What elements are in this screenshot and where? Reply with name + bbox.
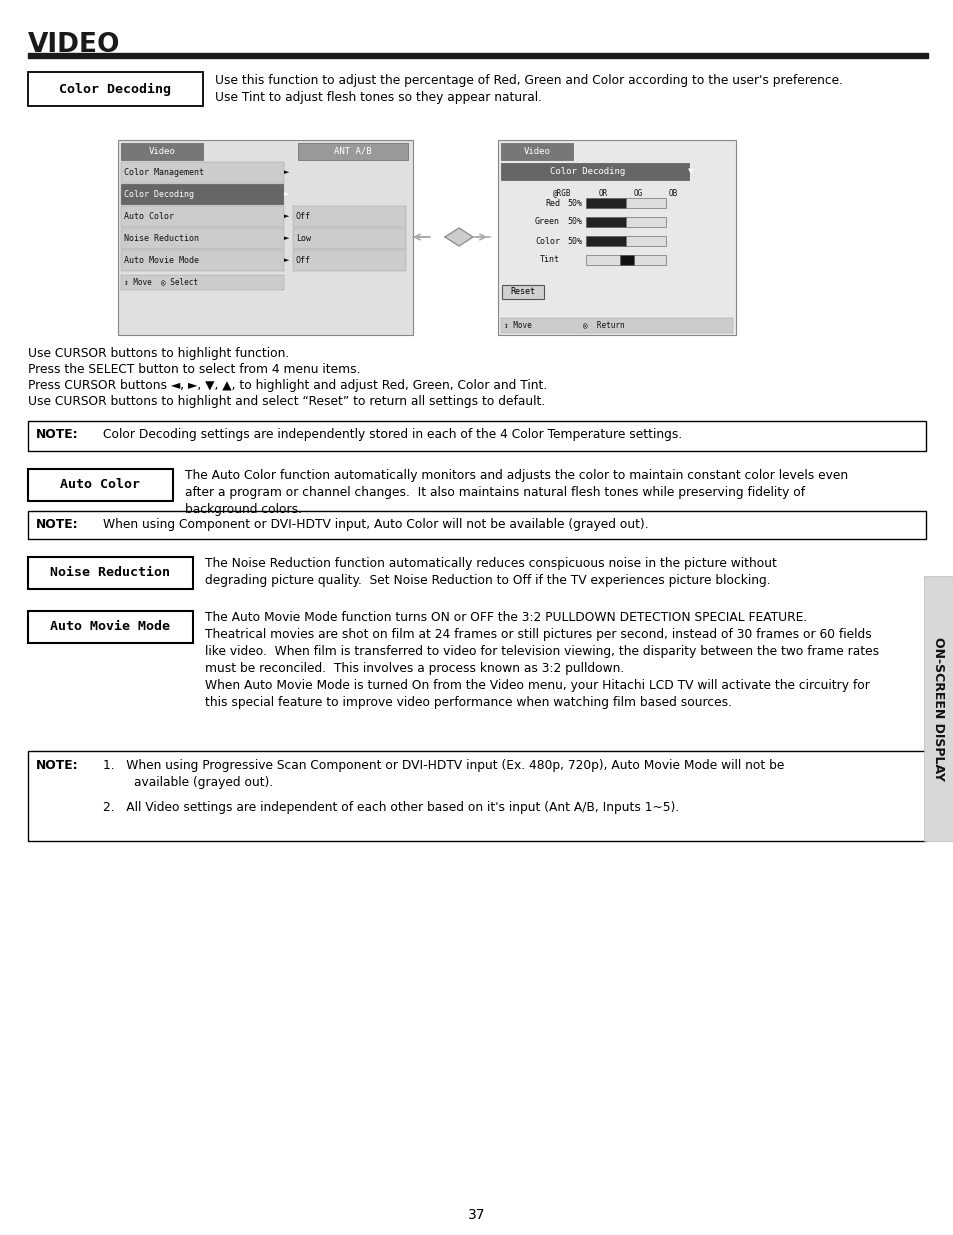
Text: ▼: ▼ [688, 168, 693, 174]
Text: @RGB: @RGB [552, 189, 571, 198]
Bar [28, 557, 193, 589]
Text: Reset: Reset [510, 288, 535, 296]
Text: Tint: Tint [539, 256, 559, 264]
Bar [121, 249, 284, 270]
Text: Use CURSOR buttons to highlight function.: Use CURSOR buttons to highlight function… [28, 347, 289, 359]
Bar [625, 217, 665, 227]
Text: Press CURSOR buttons ◄, ►, ▼, ▲, to highlight and adjust Red, Green, Color and T: Press CURSOR buttons ◄, ►, ▼, ▲, to high… [28, 379, 547, 391]
Text: 50%: 50% [566, 217, 581, 226]
Bar [121, 184, 284, 205]
Text: Off: Off [295, 212, 311, 221]
Bar [121, 162, 284, 183]
Bar [585, 198, 625, 207]
Text: The Auto Movie Mode function turns ON or OFF the 3:2 PULLDOWN DETECTION SPECIAL : The Auto Movie Mode function turns ON or… [205, 611, 879, 676]
Text: The Auto Color function automatically monitors and adjusts the color to maintain: The Auto Color function automatically mo… [185, 469, 847, 516]
Text: ►: ► [284, 169, 290, 175]
Text: Noise Reduction: Noise Reduction [124, 233, 199, 243]
Text: NOTE:: NOTE: [36, 517, 78, 531]
Text: VIDEO: VIDEO [28, 32, 120, 58]
Bar [121, 228, 284, 249]
Bar [293, 206, 406, 227]
Polygon shape [444, 228, 473, 246]
Bar [585, 254, 665, 266]
Text: Green: Green [535, 217, 559, 226]
Bar [28, 751, 925, 841]
Text: Use this function to adjust the percentage of Red, Green and Color according to : Use this function to adjust the percenta… [214, 74, 842, 104]
Text: When using Component or DVI-HDTV input, Auto Color will not be available (grayed: When using Component or DVI-HDTV input, … [103, 517, 648, 531]
Text: 37: 37 [468, 1208, 485, 1221]
Text: Low: Low [295, 233, 311, 243]
Text: Color: Color [535, 236, 559, 246]
Bar [500, 317, 732, 333]
Bar [625, 236, 665, 246]
Bar [293, 228, 406, 249]
Bar [297, 143, 408, 161]
Text: Press the SELECT button to select from 4 menu items.: Press the SELECT button to select from 4… [28, 363, 360, 375]
Bar [28, 421, 925, 451]
Text: Red: Red [544, 199, 559, 207]
Bar [625, 198, 665, 207]
Text: ↕ Move  ◎ Select: ↕ Move ◎ Select [124, 278, 198, 287]
Text: The Noise Reduction function automatically reduces conspicuous noise in the pict: The Noise Reduction function automatical… [205, 557, 776, 587]
Text: ◎  Return: ◎ Return [582, 321, 624, 330]
Bar [293, 249, 406, 270]
Text: Auto Color: Auto Color [60, 478, 140, 492]
Bar [28, 53, 927, 58]
Text: ON-SCREEN DISPLAY: ON-SCREEN DISPLAY [931, 636, 944, 781]
Bar [28, 511, 925, 538]
Text: 50%: 50% [566, 236, 581, 246]
Bar [619, 254, 634, 266]
Text: Video: Video [149, 147, 175, 156]
Text: NOTE:: NOTE: [36, 760, 78, 772]
Text: Use CURSOR buttons to highlight and select “Reset” to return all settings to def: Use CURSOR buttons to highlight and sele… [28, 395, 545, 408]
Bar [121, 143, 203, 161]
Text: Color Decoding: Color Decoding [59, 83, 172, 95]
Text: 2.   All Video settings are independent of each other based on it's input (Ant A: 2. All Video settings are independent of… [103, 802, 679, 814]
Text: 50%: 50% [566, 199, 581, 207]
Bar [923, 576, 953, 841]
Text: When Auto Movie Mode is turned On from the Video menu, your Hitachi LCD TV will : When Auto Movie Mode is turned On from t… [205, 679, 869, 709]
Bar [28, 611, 193, 643]
Bar [585, 217, 625, 227]
Text: ►: ► [284, 236, 290, 242]
Text: Color Decoding: Color Decoding [124, 190, 193, 199]
Text: Color Decoding settings are independently stored in each of the 4 Color Temperat: Color Decoding settings are independentl… [103, 429, 681, 441]
Bar [500, 163, 688, 180]
Text: OG: OG [633, 189, 642, 198]
Text: Color Decoding: Color Decoding [550, 167, 625, 175]
Bar [28, 469, 172, 501]
Bar [500, 143, 573, 161]
Text: Off: Off [295, 256, 311, 266]
Text: Color Management: Color Management [124, 168, 204, 177]
Bar [121, 206, 284, 227]
Bar [501, 285, 543, 299]
Text: NOTE:: NOTE: [36, 429, 78, 441]
Text: Noise Reduction: Noise Reduction [51, 567, 171, 579]
Bar [118, 140, 413, 335]
Text: ►: ► [284, 258, 290, 263]
Text: ►: ► [284, 191, 290, 198]
Bar [121, 275, 284, 290]
Text: ANT A/B: ANT A/B [334, 147, 372, 156]
Bar [497, 140, 735, 335]
Text: Auto Color: Auto Color [124, 212, 173, 221]
Bar [585, 236, 625, 246]
Text: ►: ► [284, 214, 290, 220]
Bar [28, 72, 203, 106]
Text: OR: OR [598, 189, 607, 198]
Text: Auto Movie Mode: Auto Movie Mode [124, 256, 199, 266]
Text: 1.   When using Progressive Scan Component or DVI-HDTV input (Ex. 480p, 720p), A: 1. When using Progressive Scan Component… [103, 760, 783, 789]
Text: Auto Movie Mode: Auto Movie Mode [51, 620, 171, 634]
Text: Video: Video [523, 147, 550, 156]
Text: ↕ Move: ↕ Move [503, 321, 531, 330]
Text: OB: OB [668, 189, 677, 198]
